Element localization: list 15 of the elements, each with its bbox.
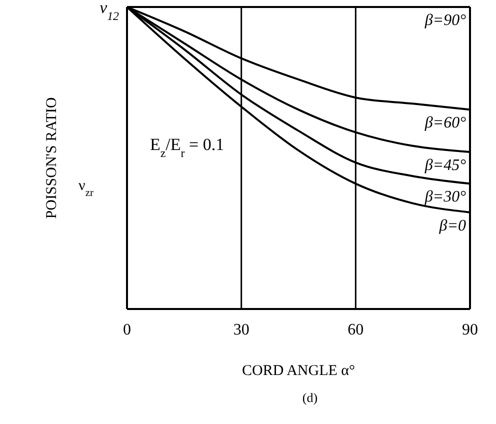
text: (d) xyxy=(302,390,318,405)
series-label: β=90° xyxy=(424,12,467,29)
series-label: β=60° xyxy=(424,114,467,132)
series-label: β=30° xyxy=(424,188,467,206)
annotation: ν$_{12}$ xyxy=(100,0,120,23)
series-label: β=0 xyxy=(438,217,466,234)
x-tick-label: 60 xyxy=(348,321,364,338)
x-tick-label: 0 xyxy=(123,321,131,338)
y-axis-title: POISSON'S RATIO xyxy=(44,97,60,219)
x-axis-title: CORD ANGLE α° xyxy=(242,363,356,379)
x-tick-label: 90 xyxy=(462,321,478,338)
series-label: β=45° xyxy=(424,156,467,174)
text: ν$_{zr}$ xyxy=(78,178,94,198)
annotation: E$_{z}$/E$_{r}$ = 0.1 xyxy=(150,135,224,160)
x-tick-label: 30 xyxy=(233,321,250,338)
